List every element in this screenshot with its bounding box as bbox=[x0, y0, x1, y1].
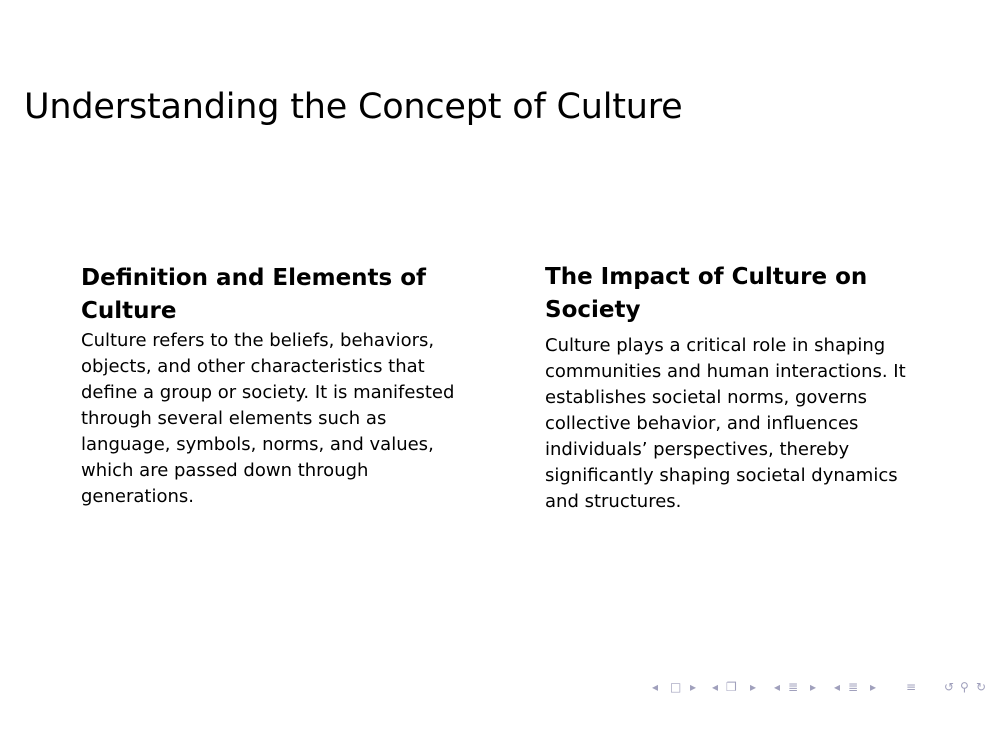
right-body: Culture plays a critical role in shaping… bbox=[545, 335, 906, 512]
arrow-right-icon[interactable]: ▸ bbox=[870, 680, 877, 694]
arrow-right-icon[interactable]: ▸ bbox=[750, 680, 757, 694]
redo-icon[interactable]: ↻ bbox=[976, 680, 987, 694]
section-icon[interactable]: ≣ bbox=[788, 680, 799, 694]
arrow-left-icon[interactable]: ◂ bbox=[834, 680, 841, 694]
arrow-right-icon[interactable]: ▸ bbox=[810, 680, 817, 694]
arrow-left-icon[interactable]: ◂ bbox=[774, 680, 781, 694]
right-column: The Impact of Culture on Society Culture… bbox=[545, 261, 931, 515]
left-body: Culture refers to the beliefs, behaviors… bbox=[81, 330, 455, 507]
search-icon[interactable]: ⚲ bbox=[960, 680, 969, 694]
align-icon[interactable]: ≡ bbox=[906, 680, 917, 694]
arrow-left-icon[interactable]: ◂ bbox=[652, 680, 659, 694]
left-heading: Definition and Elements of Culture bbox=[81, 265, 427, 324]
slide-title: Understanding the Concept of Culture bbox=[24, 87, 683, 127]
subsection-list-icon[interactable]: ≣ bbox=[848, 680, 859, 694]
arrow-right-icon[interactable]: ▸ bbox=[690, 680, 697, 694]
undo-icon[interactable]: ↺ bbox=[944, 680, 955, 694]
subsection-icon[interactable]: ❐ bbox=[726, 680, 737, 694]
right-heading: The Impact of Culture on Society bbox=[545, 264, 868, 323]
left-column: Definition and Elements of Culture Cultu… bbox=[81, 262, 467, 510]
frame-icon[interactable]: □ bbox=[670, 680, 682, 694]
navigation-bar: ◂ □ ▸ ◂ ❐ ▸ ◂ ≣ ▸ ◂ ≣ ▸ ≡ ↺ ⚲ ↻ bbox=[650, 677, 1000, 697]
arrow-left-icon[interactable]: ◂ bbox=[712, 680, 719, 694]
